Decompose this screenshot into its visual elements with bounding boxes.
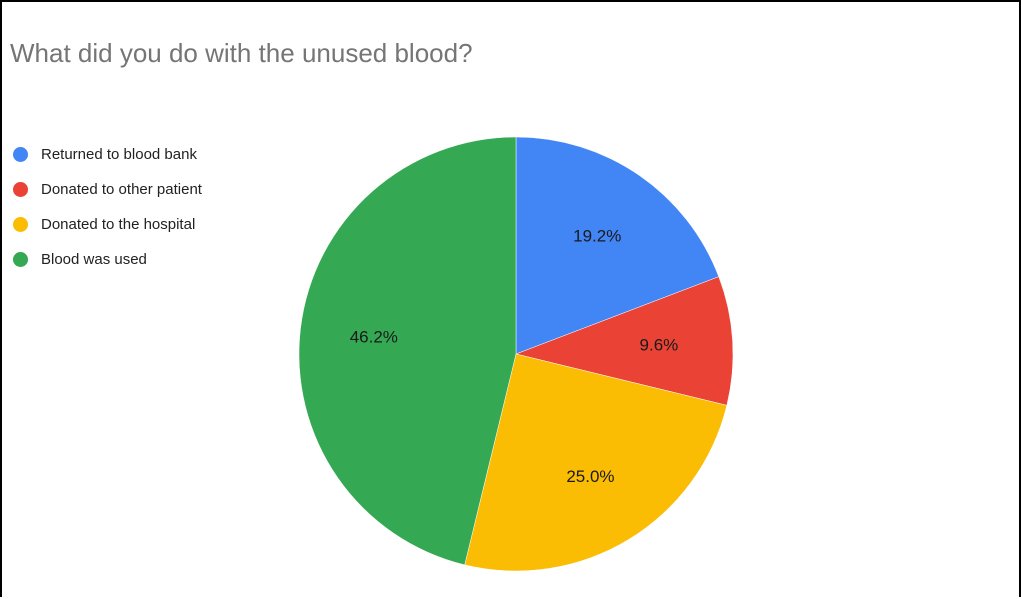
legend-item-donated-to-the-hospital: Donated to the hospital <box>13 207 202 242</box>
legend-label: Returned to blood bank <box>41 146 197 163</box>
legend-label: Blood was used <box>41 251 147 268</box>
legend-item-returned-to-blood-bank: Returned to blood bank <box>13 137 202 172</box>
pie-slice-blood-was-used <box>298 136 517 566</box>
legend-item-blood-was-used: Blood was used <box>13 242 202 277</box>
pie-slice-donated-to-the-hospital <box>464 353 728 572</box>
slice-label-blood-was-used: 46.2% <box>350 327 398 346</box>
legend-swatch-icon <box>13 147 28 162</box>
chart-title: What did you do with the unused blood? <box>10 38 473 68</box>
legend-label: Donated to the hospital <box>41 216 196 233</box>
legend-swatch-icon <box>13 217 28 232</box>
chart-legend: Returned to blood bank Donated to other … <box>13 137 202 277</box>
legend-swatch-icon <box>13 252 28 267</box>
pie-slice-donated-to-other-patient <box>515 276 734 406</box>
slice-label-donated-to-the-hospital: 25.0% <box>566 467 614 486</box>
pie-slice-returned-to-blood-bank <box>515 136 720 355</box>
legend-swatch-icon <box>13 182 28 197</box>
legend-label: Donated to other patient <box>41 181 202 198</box>
slice-label-donated-to-other-patient: 9.6% <box>640 336 679 355</box>
legend-item-donated-to-other-patient: Donated to other patient <box>13 172 202 207</box>
slice-label-returned-to-blood-bank: 19.2% <box>573 227 621 246</box>
